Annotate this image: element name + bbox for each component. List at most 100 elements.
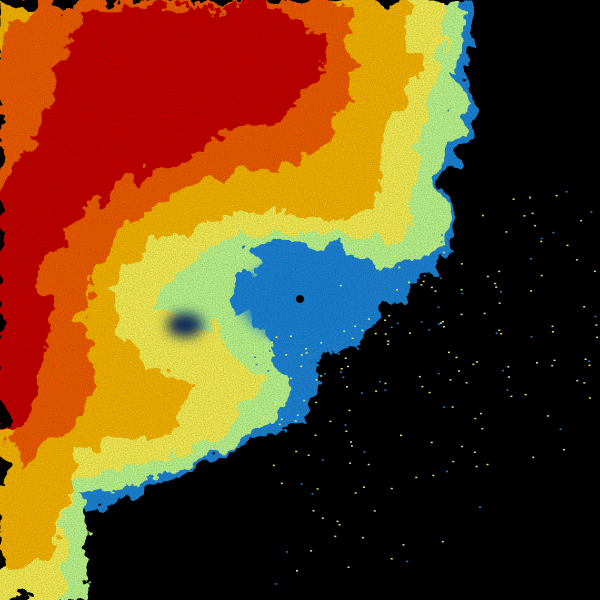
speckle xyxy=(441,320,444,323)
speckle xyxy=(551,364,554,367)
speckle xyxy=(323,373,326,375)
speckle xyxy=(315,401,318,404)
speckle xyxy=(588,360,591,362)
speckle xyxy=(336,520,339,523)
speckle xyxy=(449,379,452,381)
speckle xyxy=(289,377,292,379)
speckle xyxy=(415,476,418,479)
speckle xyxy=(486,275,489,278)
speckle xyxy=(455,356,458,359)
speckle xyxy=(354,325,357,327)
speckle xyxy=(366,308,369,310)
speckle xyxy=(457,370,460,372)
speckle xyxy=(329,420,332,423)
speckle xyxy=(465,382,468,384)
speckle xyxy=(428,329,431,331)
speckle xyxy=(300,483,303,485)
speckle xyxy=(442,326,445,328)
speckle xyxy=(593,270,596,273)
speckle xyxy=(566,244,569,247)
speckle xyxy=(360,392,363,394)
speckle xyxy=(303,399,306,402)
speckle xyxy=(451,406,454,408)
speckle xyxy=(580,219,583,222)
speckle xyxy=(402,544,405,546)
speckle xyxy=(361,329,364,332)
speckle xyxy=(559,428,562,430)
speckle xyxy=(472,363,475,366)
speckle xyxy=(350,445,353,447)
speckle xyxy=(388,314,391,317)
speckle xyxy=(506,389,509,391)
speckle xyxy=(387,343,390,345)
speckle xyxy=(594,315,597,318)
speckle xyxy=(498,270,501,273)
speckle xyxy=(433,246,436,249)
speckle xyxy=(512,198,515,200)
speckle xyxy=(584,358,587,360)
speckle xyxy=(390,558,393,560)
speckle xyxy=(437,372,440,375)
speckle xyxy=(375,390,378,392)
speckle xyxy=(363,486,365,488)
speckle xyxy=(362,536,364,539)
speckle xyxy=(531,212,534,215)
speckle xyxy=(583,306,586,308)
speckle xyxy=(347,566,350,568)
speckle xyxy=(495,286,498,288)
speckle xyxy=(384,382,387,385)
speckle xyxy=(595,324,598,326)
speckle xyxy=(335,333,338,335)
speckle xyxy=(307,454,310,456)
speckle xyxy=(529,197,532,199)
speckle xyxy=(474,417,477,420)
speckle xyxy=(280,482,283,485)
speckle xyxy=(590,211,593,213)
speckle xyxy=(500,333,503,335)
speckle xyxy=(271,341,273,343)
speckle xyxy=(524,393,527,396)
speckle xyxy=(277,383,279,385)
speckle xyxy=(345,386,348,388)
speckle xyxy=(396,322,399,325)
speckle xyxy=(418,375,421,378)
speckle xyxy=(393,255,396,257)
speckle xyxy=(363,451,366,453)
speckle xyxy=(432,474,435,477)
speckle xyxy=(510,395,513,398)
speckle xyxy=(565,191,568,193)
speckle xyxy=(259,411,262,413)
speckle xyxy=(422,280,425,283)
speckle xyxy=(483,312,486,315)
speckle xyxy=(374,332,377,335)
speckle xyxy=(441,234,443,236)
speckle xyxy=(272,355,275,357)
speckle xyxy=(367,463,370,466)
speckle xyxy=(588,397,591,399)
speckle xyxy=(261,379,264,382)
speckle xyxy=(461,292,464,295)
speckle xyxy=(408,281,410,284)
speckle xyxy=(272,464,275,467)
speckle xyxy=(422,257,425,259)
speckle xyxy=(338,353,340,355)
speckle xyxy=(500,291,502,293)
speckle xyxy=(313,387,316,389)
speckle xyxy=(434,290,437,292)
speckle xyxy=(373,510,376,512)
speckle xyxy=(316,488,319,490)
speckle xyxy=(340,371,342,373)
speckle xyxy=(314,434,317,436)
speckle xyxy=(552,231,555,234)
speckle xyxy=(420,284,423,286)
speckle xyxy=(348,409,351,412)
radar-site-marker xyxy=(296,295,304,303)
speckle xyxy=(334,535,337,538)
speckle xyxy=(342,376,345,378)
speckle xyxy=(384,389,387,391)
speckle xyxy=(430,286,433,289)
speckle xyxy=(321,459,324,461)
speckle xyxy=(309,336,312,338)
speckle xyxy=(555,194,558,197)
speckle xyxy=(315,379,318,381)
